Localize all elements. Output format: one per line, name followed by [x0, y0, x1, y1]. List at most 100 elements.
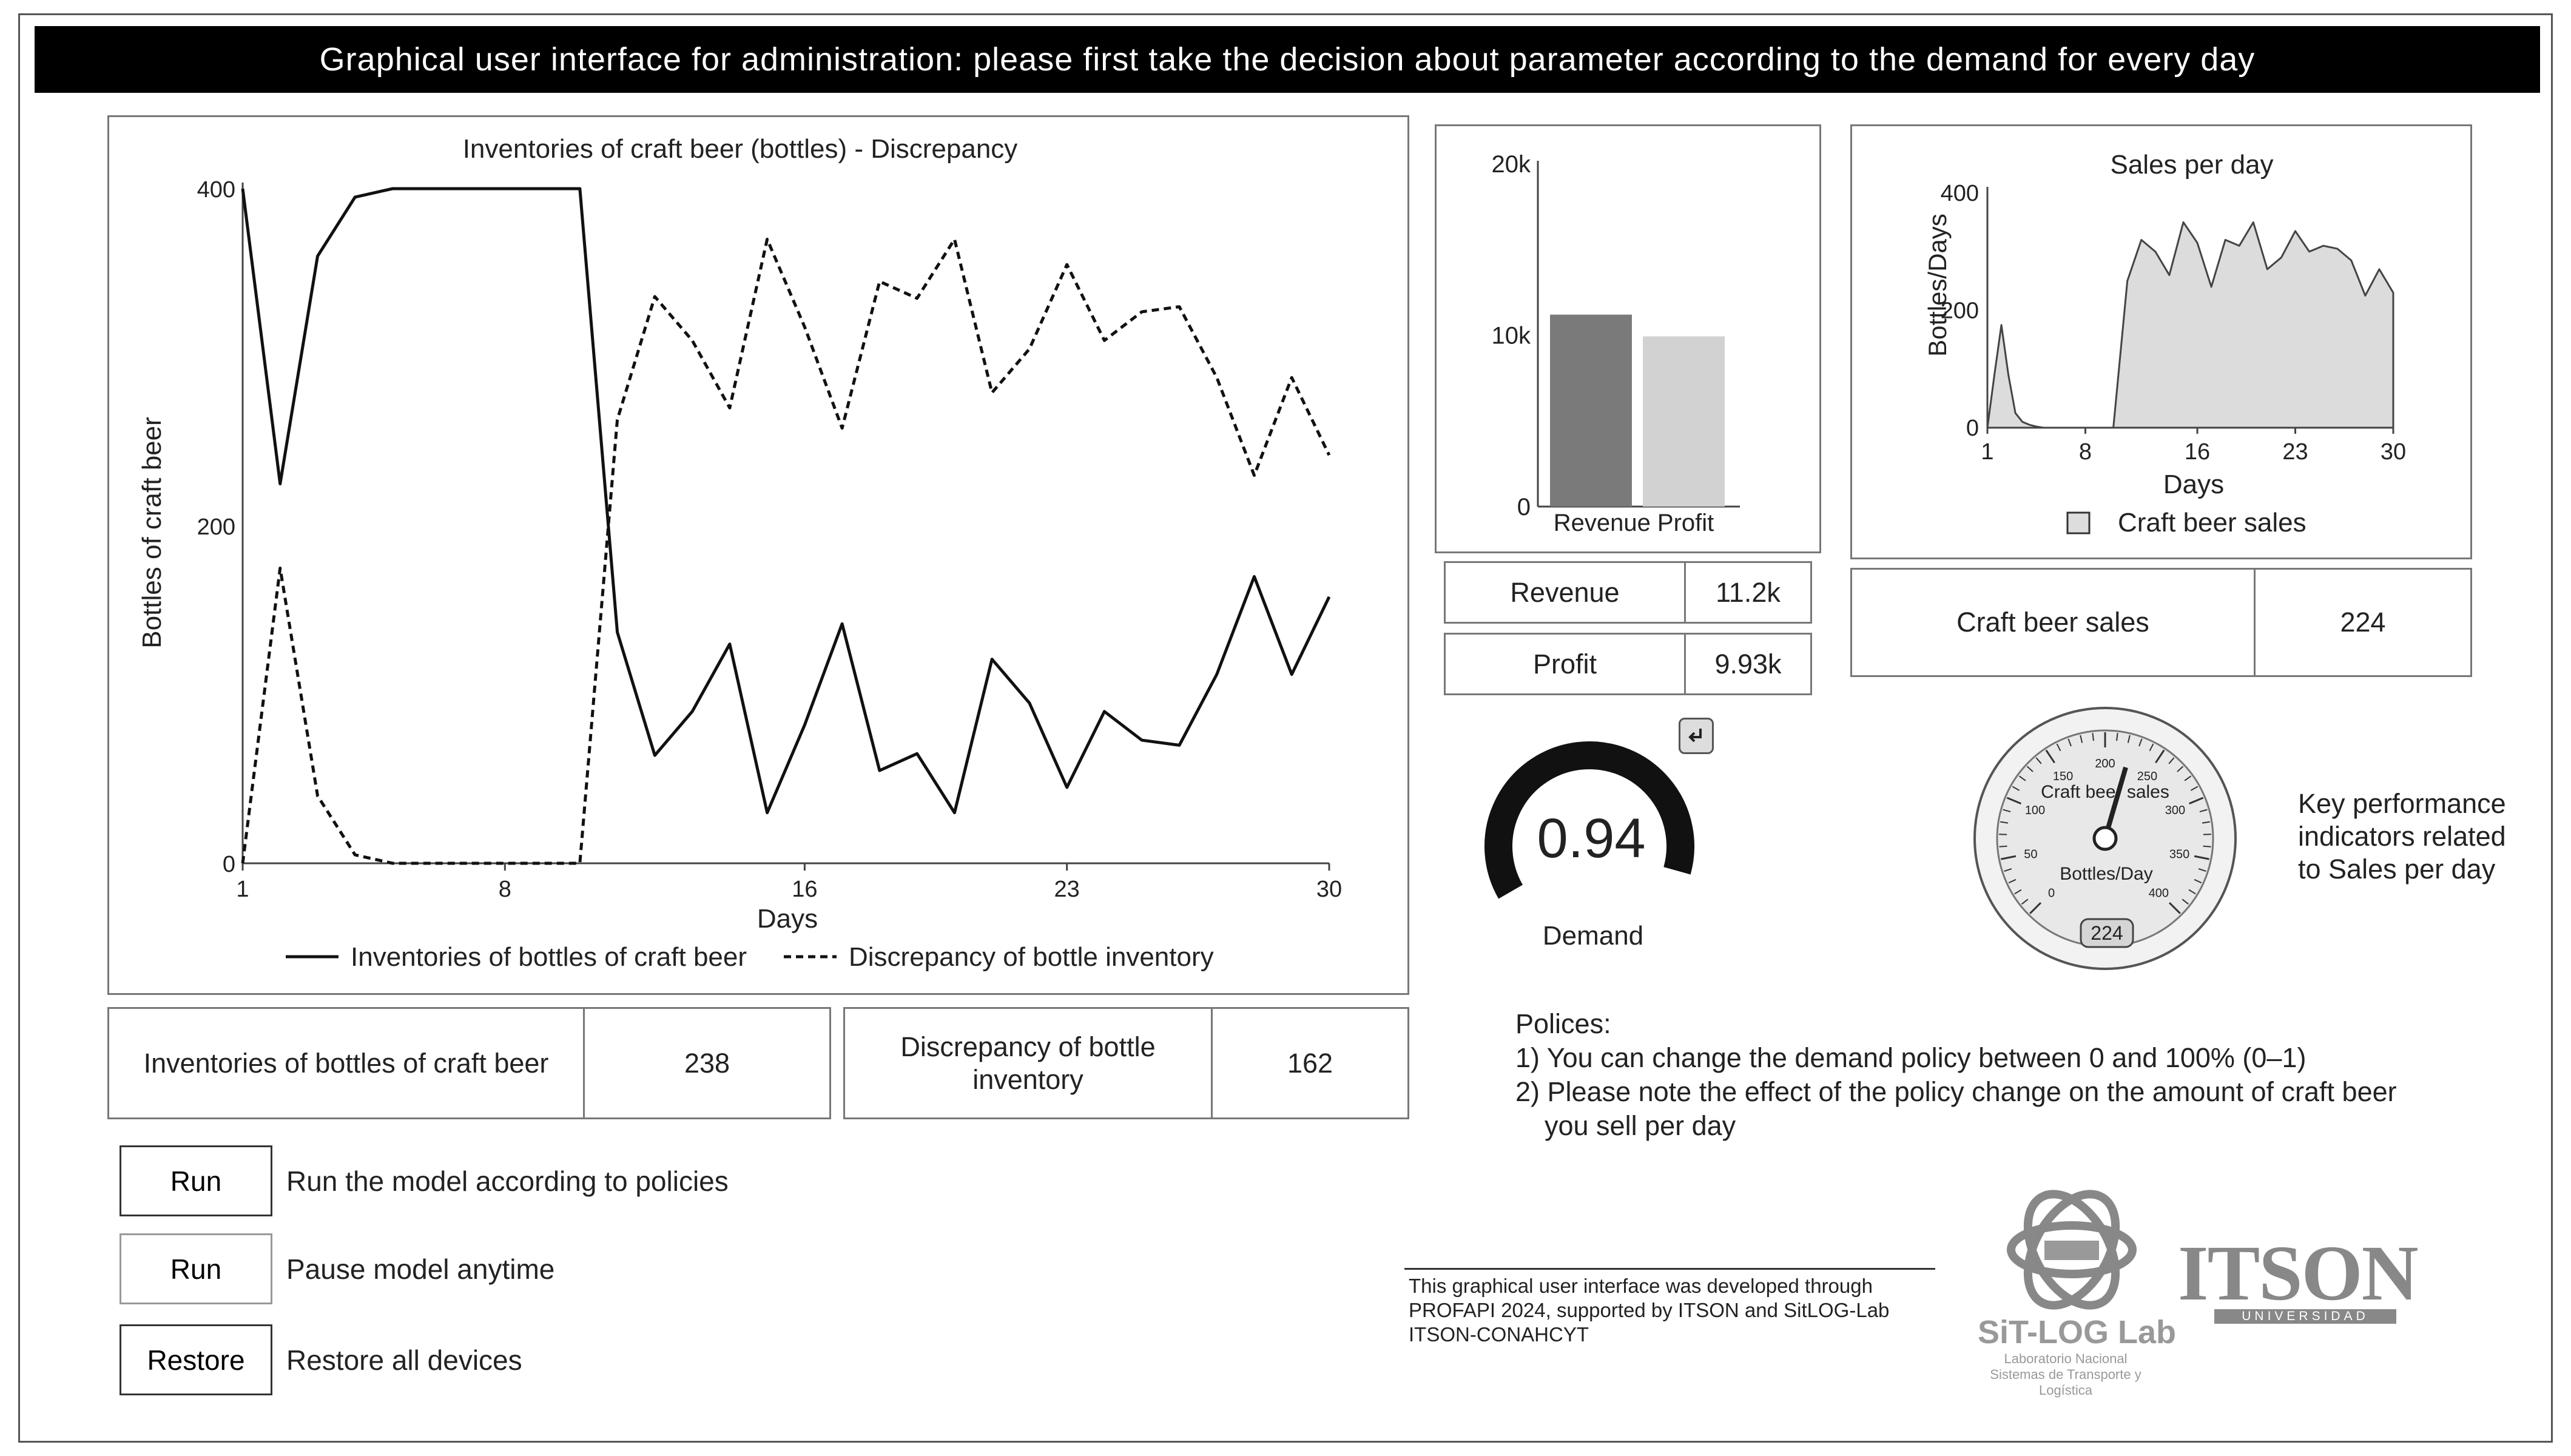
- inventory-x-tick: 30: [1316, 877, 1342, 902]
- revenue-y-tick: 0: [1517, 494, 1531, 521]
- gauge-tick-label: 350: [2169, 848, 2189, 861]
- reset-demand-button[interactable]: [1679, 718, 1714, 754]
- gauge-hub: [2092, 826, 2118, 851]
- inventory-chart-panel: Inventories of craft beer (bottles) - Di…: [107, 115, 1409, 995]
- gauge-tickmark: [2194, 855, 2209, 860]
- gauge-tickmark: [2202, 821, 2211, 824]
- inventory-value-box: Inventories of bottles of craft beer 238: [107, 1007, 831, 1119]
- gauge-tickmark: [2155, 749, 2165, 764]
- gauge-title: Craft beer sales: [2041, 782, 2169, 802]
- gauge-tickmark: [2203, 834, 2211, 835]
- gauge-tickmark: [2182, 898, 2189, 905]
- gauge-tickmark: [2021, 898, 2029, 905]
- revenue-bar: [1550, 314, 1632, 507]
- gauge-tickmark: [2116, 733, 2118, 741]
- gauge-tickmark: [2003, 809, 2011, 812]
- gauge-tickmark: [2001, 855, 2017, 860]
- legend-discrepancy-label: Discrepancy of bottle inventory: [849, 942, 1214, 972]
- gauge-tickmark: [2127, 735, 2131, 743]
- revenue-value: 11.2k: [1684, 563, 1810, 622]
- sales-y-tick: 400: [1941, 181, 1979, 206]
- sitlog-sub-1: Laboratorio Nacional: [2004, 1351, 2128, 1366]
- gauge-readout-box: [2080, 918, 2134, 948]
- gauge-tickmark: [2184, 775, 2192, 781]
- gauge-tickmark: [2080, 735, 2083, 743]
- gauge-tickmark: [2177, 766, 2184, 772]
- gauge-tick-label: 100: [2025, 804, 2045, 817]
- inventory-x-tick: 1: [236, 877, 249, 902]
- gauge-tickmark: [2169, 902, 2181, 914]
- inventory-chart-ylabel: Bottles of craft beer: [137, 417, 167, 649]
- discrepancy-value-box: Discrepancy of bottle inventory 162: [843, 1007, 1409, 1119]
- gauge-tickmark: [2189, 797, 2204, 804]
- gauge-tick-label: 300: [2165, 804, 2185, 817]
- pause-description: Pause model anytime: [286, 1253, 555, 1285]
- window-frame: [18, 13, 2553, 1443]
- sales-x-tick: 8: [2079, 439, 2092, 465]
- sitlog-logo: SiT-LOG Lab Laboratorio Nacional Sistema…: [1966, 1183, 2196, 1401]
- profit-bar: [1643, 336, 1725, 507]
- sales-value-box: Craft beer sales 224: [1850, 568, 2472, 677]
- gauge-tick-label: 50: [2024, 848, 2037, 861]
- gauge-tick-label: 200: [2095, 757, 2115, 770]
- pause-button[interactable]: Run: [120, 1233, 272, 1304]
- inventory-y-tick: 400: [197, 177, 235, 203]
- gauge-tick-label: 250: [2137, 770, 2157, 783]
- itson-logo: ITSON UNIVERSIDAD: [2178, 1234, 2433, 1329]
- gauge-tickmark: [2035, 757, 2042, 764]
- gauge-tickmark: [2190, 786, 2199, 791]
- discrepancy-value-label: Discrepancy of bottle inventory: [900, 1031, 1156, 1095]
- sales-x-tick: 23: [2282, 439, 2308, 465]
- gauge-tickmark: [2014, 889, 2022, 895]
- sales-chart: Sales per day Bottles/Days Days Craft be…: [1923, 150, 2406, 538]
- credits-line-3: ITSON-CONAHCYT: [1409, 1323, 1589, 1346]
- revenue-value-label: Revenue: [1510, 576, 1620, 608]
- sales-x-tick: 1: [1981, 439, 1993, 465]
- inventory-x-tick: 8: [499, 877, 511, 902]
- gauge-tickmark: [2168, 757, 2175, 764]
- gauge-tickmark: [2006, 797, 2021, 804]
- inventory-y-tick: 0: [223, 852, 235, 877]
- gauge-tick-label: 150: [2053, 770, 2073, 783]
- revenue-chart: 0 10k 20k Revenue Profit: [1492, 151, 1740, 536]
- sales-chart-xlabel: Days: [2163, 470, 2224, 499]
- demand-arc[interactable]: [1484, 741, 1694, 899]
- gauge-tickmark: [2029, 902, 2041, 914]
- revenue-y-tick: 20k: [1492, 151, 1531, 178]
- gauge-tick-label: 400: [2149, 886, 2169, 900]
- demand-control[interactable]: 0.94 Demand: [1468, 722, 1735, 977]
- window-title: Graphical user interface for administrat…: [35, 26, 2540, 93]
- profit-value-box: Profit 9.93k: [1444, 633, 1812, 695]
- gauge-dial: 0 50 100 150 200 250 300 350 400 Craft beer sale…: [1973, 707, 2237, 970]
- gauge-tickmark: [2067, 738, 2072, 747]
- revenue-chart-panel: 0 10k 20k Revenue Profit: [1435, 124, 1821, 553]
- restore-button[interactable]: Restore: [120, 1324, 272, 1395]
- discrepancy-value: 162: [1211, 1009, 1407, 1117]
- legend-inventory-label: Inventories of bottles of craft beer: [351, 942, 747, 972]
- gauge-tickmark: [2045, 749, 2055, 764]
- gauge-tickmark: [2194, 878, 2202, 884]
- sales-legend-label: Craft beer sales: [2118, 508, 2306, 538]
- kpi-note: Key performance indicators related to Sa…: [2298, 787, 2529, 886]
- gauge-tickmark: [1999, 845, 2007, 848]
- gauge-tickmark: [2092, 733, 2094, 741]
- run-button[interactable]: Run: [120, 1145, 272, 1216]
- restore-description: Restore all devices: [286, 1344, 522, 1376]
- credits-divider: [1404, 1268, 1935, 1270]
- demand-label: Demand: [1543, 921, 1643, 951]
- sales-chart-panel: Sales per day Bottles/Days Days Craft be…: [1850, 124, 2472, 559]
- gauge-tickmark: [2004, 868, 2012, 872]
- sales-value-label: Craft beer sales: [1956, 607, 2149, 638]
- gauge-tickmark: [2188, 889, 2196, 895]
- gauge-tickmark: [2008, 878, 2017, 884]
- inventory-x-tick: 23: [1054, 877, 1080, 902]
- itson-sub: UNIVERSIDAD: [2214, 1309, 2396, 1324]
- inventory-series-line: [241, 187, 1331, 815]
- demand-knob[interactable]: 0.94 Demand: [1468, 722, 1735, 977]
- sitlog-name: SiT-LOG Lab: [1978, 1314, 2177, 1350]
- run-description: Run the model according to policies: [286, 1165, 729, 1197]
- sales-x-tick: 30: [2381, 439, 2406, 465]
- sales-x-tick: 16: [2185, 439, 2210, 465]
- revenue-y-tick: 10k: [1492, 323, 1531, 349]
- policy-item-1: 1) You can change the demand policy betw…: [1515, 1042, 2306, 1073]
